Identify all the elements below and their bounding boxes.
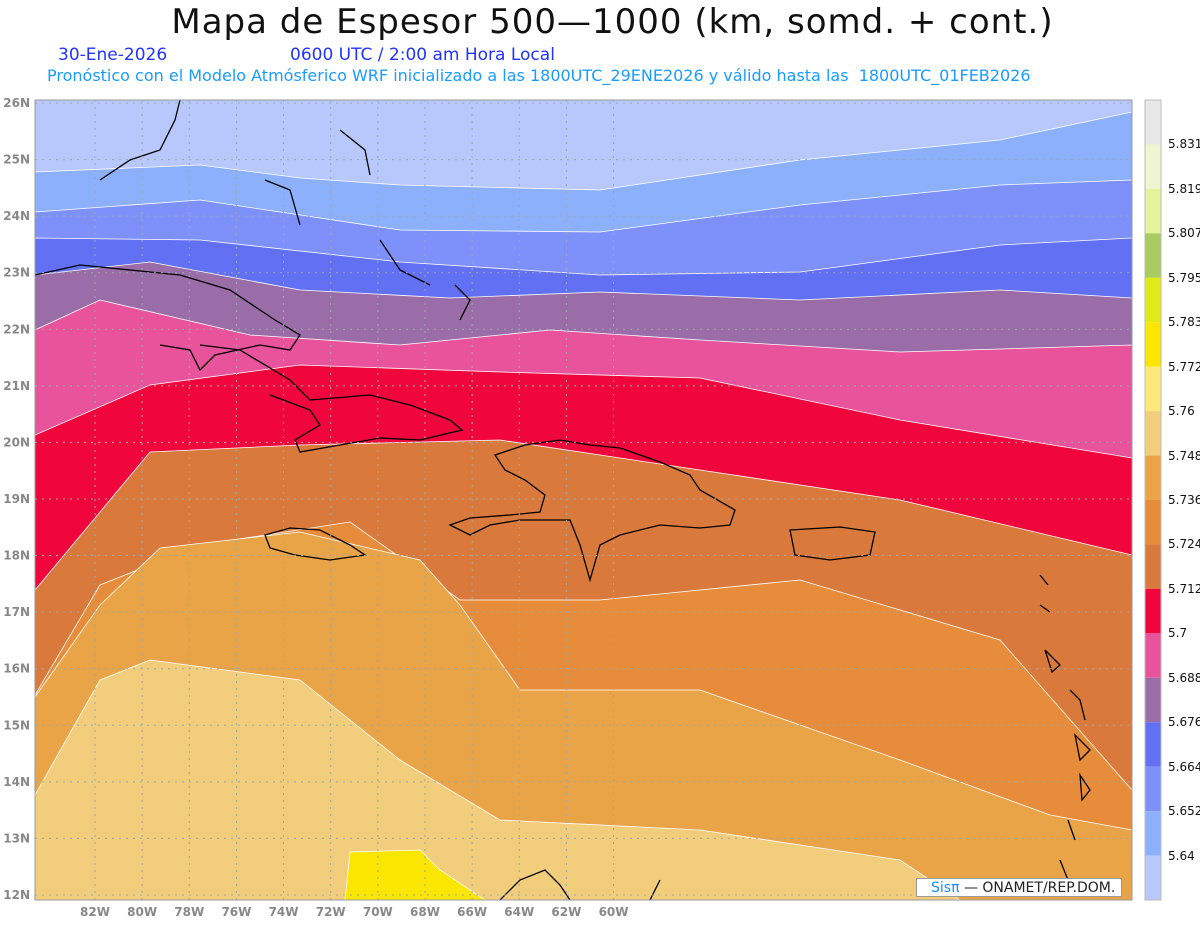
lon-label: 72W — [316, 905, 346, 919]
colorbar-label: 5.76 — [1168, 404, 1195, 419]
forecast-subtitle: Pronóstico con el Modelo Atmósferico WRF… — [47, 66, 1031, 85]
colorbar-swatch — [1145, 411, 1161, 456]
colorbar-label: 5.712 — [1168, 581, 1200, 596]
colorbar-label: 5.736 — [1168, 493, 1200, 507]
lat-label: 21N — [3, 379, 30, 393]
colorbar-label: 5.831 — [1168, 137, 1200, 152]
lon-label: 62W — [551, 905, 581, 919]
lat-label: 24N — [3, 209, 30, 223]
coast-jamaica — [264, 527, 367, 561]
lon-label: 78W — [174, 905, 204, 919]
lat-label: 17N — [3, 605, 30, 619]
lon-label: 64W — [504, 905, 534, 919]
colorbar-swatch — [1145, 633, 1161, 678]
lon-label: 66W — [457, 905, 487, 919]
colorbar-swatch — [1145, 144, 1161, 189]
coast-cuba — [35, 264, 464, 453]
colorbar-swatch — [1145, 766, 1161, 812]
colorbar-swatch — [1145, 544, 1161, 589]
thickness-contour-bands — [35, 100, 1132, 900]
lon-label: 76W — [221, 905, 251, 919]
colorbar-label: 5.7 — [1168, 626, 1188, 641]
lon-label: 82W — [80, 905, 110, 919]
contour-band — [35, 659, 961, 900]
colorbar — [1144, 99, 1162, 901]
graticule — [35, 100, 1132, 900]
forecast-time: 0600 UTC / 2:00 am Hora Local — [290, 45, 555, 65]
colorbar-label: 5.64 — [1168, 848, 1195, 863]
colorbar-label: 5.748 — [1168, 448, 1200, 463]
colorbar-swatch — [1145, 500, 1161, 545]
colorbar-label: 5.772 — [1168, 359, 1200, 374]
colorbar-swatch — [1145, 455, 1161, 500]
lat-label: 20N — [3, 435, 30, 449]
lat-label: 16N — [3, 662, 30, 676]
colorbar-swatch — [1145, 677, 1161, 723]
coast-lesser-antilles — [1039, 574, 1091, 881]
colorbar-frame — [1144, 99, 1162, 901]
colorbar-swatch — [1145, 366, 1161, 412]
lon-label: 70W — [363, 905, 393, 919]
colorbar-swatch — [1145, 322, 1161, 367]
colorbar-label: 5.795 — [1168, 270, 1200, 285]
lat-label: 19N — [3, 492, 30, 506]
colorbar-swatch — [1145, 233, 1161, 278]
lat-label: 12N — [3, 888, 30, 902]
lon-label: 60W — [599, 905, 629, 919]
colorbar-swatch — [1145, 277, 1161, 323]
colorbar-swatch — [1145, 188, 1161, 234]
colorbar-swatch — [1145, 811, 1161, 856]
coast-bahamas — [264, 129, 471, 321]
colorbar-swatch — [1145, 100, 1161, 145]
colorbar-label: 5.807 — [1168, 226, 1200, 241]
coast-hispaniola — [448, 439, 736, 583]
colorbar-label: 5.819 — [1168, 181, 1200, 196]
coast-puerto-rico — [789, 526, 876, 561]
colorbar-swatch — [1145, 722, 1161, 767]
lat-label: 22N — [3, 322, 30, 336]
colorbar-label: 5.783 — [1168, 315, 1200, 330]
map-title: Mapa de Espesor 500—1000 (km, somd. + co… — [171, 2, 1054, 42]
credit-text: — ONAMET/REP.DOM. — [959, 880, 1116, 896]
credit-box: Sisπ — ONAMET/REP.DOM. — [916, 878, 1122, 897]
lat-label: 23N — [3, 266, 30, 280]
lat-label: 25N — [3, 153, 30, 167]
colorbar-swatch — [1145, 855, 1161, 900]
lat-label: 13N — [3, 831, 30, 845]
map-frame — [34, 99, 1133, 901]
lat-label: 14N — [3, 775, 30, 789]
lat-label: 15N — [3, 718, 30, 732]
coast-florida — [99, 100, 181, 181]
coast-south-america — [499, 869, 661, 900]
colorbar-swatch — [1145, 588, 1161, 634]
colorbar-label: 5.652 — [1168, 804, 1200, 819]
colorbar-label: 5.688 — [1168, 670, 1200, 685]
forecast-date: 30-Ene-2026 — [58, 45, 168, 65]
lat-label: 26N — [3, 96, 30, 110]
colorbar-label: 5.664 — [1168, 759, 1200, 774]
lon-label: 74W — [269, 905, 299, 919]
lon-label: 80W — [127, 905, 157, 919]
lat-label: 18N — [3, 549, 30, 563]
colorbar-label: 5.676 — [1168, 715, 1200, 730]
contour-band — [344, 849, 486, 900]
coastlines — [35, 100, 1091, 900]
lon-label: 68W — [410, 905, 440, 919]
sispi-logo: Sisπ — [931, 880, 960, 896]
colorbar-label: 5.724 — [1168, 537, 1200, 552]
